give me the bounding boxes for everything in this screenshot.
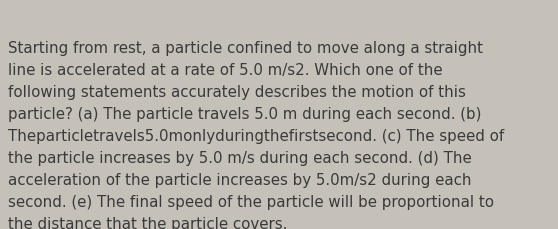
- Text: Starting from rest, a particle confined to move along a straight
line is acceler: Starting from rest, a particle confined …: [8, 41, 504, 229]
